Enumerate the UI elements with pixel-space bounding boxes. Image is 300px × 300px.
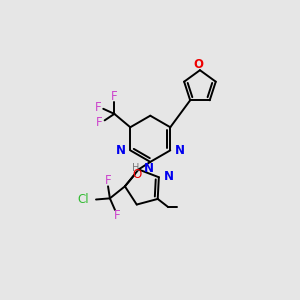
Text: N: N bbox=[116, 144, 126, 157]
Text: F: F bbox=[96, 116, 103, 129]
Text: H: H bbox=[132, 163, 140, 173]
Text: N: N bbox=[174, 144, 184, 157]
Text: N: N bbox=[144, 162, 154, 175]
Text: F: F bbox=[105, 174, 111, 187]
Text: O: O bbox=[194, 58, 204, 71]
Text: F: F bbox=[111, 90, 118, 103]
Text: F: F bbox=[95, 101, 101, 114]
Text: N: N bbox=[164, 170, 174, 183]
Text: Cl: Cl bbox=[77, 193, 89, 206]
Text: F: F bbox=[113, 209, 120, 222]
Text: O: O bbox=[132, 168, 142, 181]
